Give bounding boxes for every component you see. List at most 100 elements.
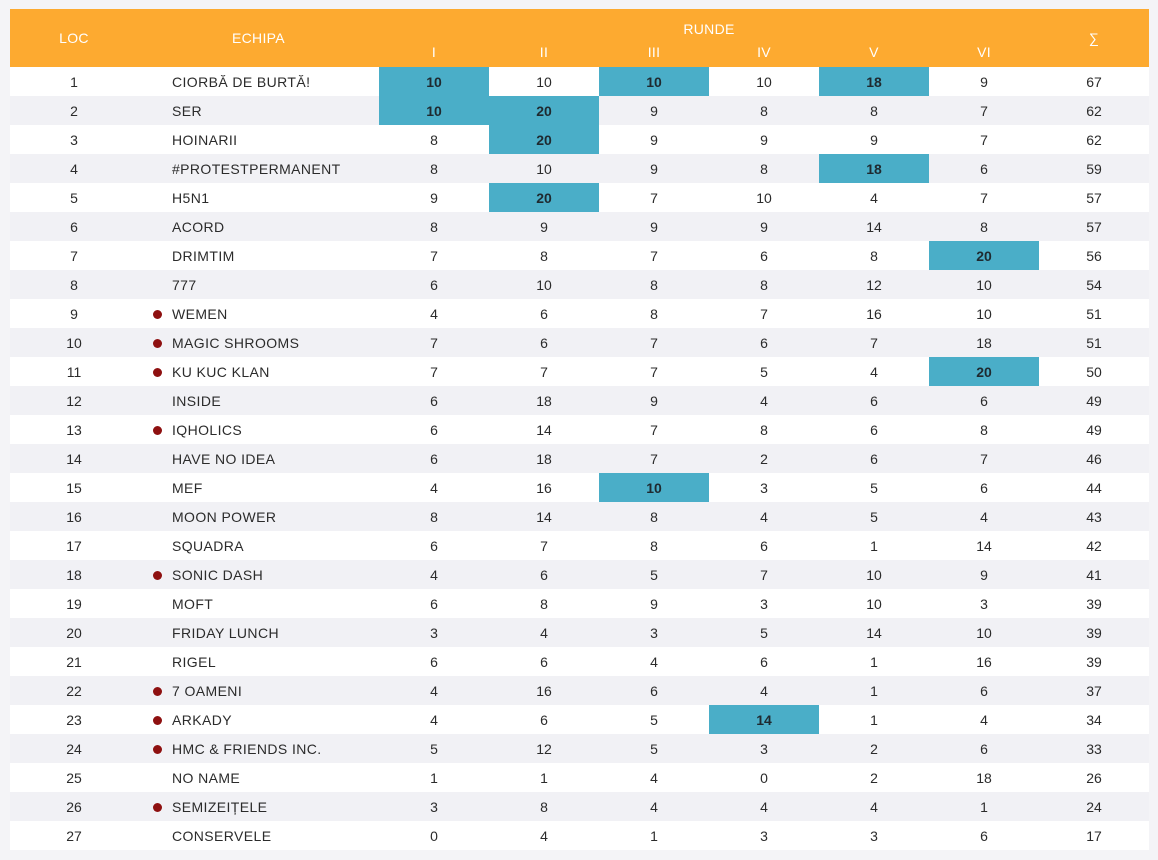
table-row: 1 CIORBĂ DE BURTĂ! 10 10 10 10 18 9 67 — [10, 67, 1149, 96]
round-score-5: 12 — [819, 270, 929, 299]
round-score-4: 8 — [709, 270, 819, 299]
round-score-6: 6 — [929, 386, 1039, 415]
round-score-2: 6 — [489, 560, 599, 589]
marker-cell — [138, 328, 162, 357]
table-row: 20 FRIDAY LUNCH 3 4 3 5 14 10 39 — [10, 618, 1149, 647]
round-score-4: 0 — [709, 763, 819, 792]
marker-cell — [138, 154, 162, 183]
place-cell: 4 — [10, 154, 138, 183]
total-score: 37 — [1039, 676, 1149, 705]
round-score-4: 7 — [709, 560, 819, 589]
marker-dot-icon — [153, 745, 162, 755]
team-name: 777 — [162, 270, 379, 299]
round-score-5: 4 — [819, 792, 929, 821]
team-name: FRIDAY LUNCH — [162, 618, 379, 647]
round-score-1: 3 — [379, 792, 489, 821]
round-score-1: 4 — [379, 473, 489, 502]
team-name: ARKADY — [162, 705, 379, 734]
table-row: 19 MOFT 6 8 9 3 10 3 39 — [10, 589, 1149, 618]
round-score-1: 6 — [379, 647, 489, 676]
round-score-3: 1 — [599, 821, 709, 850]
round-score-2: 18 — [489, 444, 599, 473]
marker-cell — [138, 473, 162, 502]
round-score-5: 9 — [819, 125, 929, 154]
team-name: KU KUC KLAN — [162, 357, 379, 386]
place-cell: 2 — [10, 96, 138, 125]
marker-cell — [138, 183, 162, 212]
table-row: 16 MOON POWER 8 14 8 4 5 4 43 — [10, 502, 1149, 531]
round-score-5: 8 — [819, 96, 929, 125]
place-cell: 7 — [10, 241, 138, 270]
place-cell: 20 — [10, 618, 138, 647]
header-round-4[interactable]: IV — [709, 37, 819, 67]
marker-cell — [138, 560, 162, 589]
marker-dot-icon — [153, 339, 162, 349]
round-score-5: 3 — [819, 821, 929, 850]
round-score-6: 4 — [929, 705, 1039, 734]
round-score-3: 4 — [599, 647, 709, 676]
team-name: SEMIZEIȚELE — [162, 792, 379, 821]
header-total[interactable]: ∑ — [1039, 9, 1149, 67]
round-score-1: 5 — [379, 734, 489, 763]
header-team[interactable]: ECHIPA — [162, 9, 379, 67]
table-row: 22 7 OAMENI 4 16 6 4 1 6 37 — [10, 676, 1149, 705]
marker-cell — [138, 647, 162, 676]
team-name: SONIC DASH — [162, 560, 379, 589]
place-cell: 6 — [10, 212, 138, 241]
round-score-2: 8 — [489, 792, 599, 821]
table-row: 21 RIGEL 6 6 4 6 1 16 39 — [10, 647, 1149, 676]
round-score-2: 8 — [489, 241, 599, 270]
marker-cell — [138, 792, 162, 821]
round-score-1: 10 — [379, 67, 489, 96]
place-cell: 18 — [10, 560, 138, 589]
round-score-3: 5 — [599, 705, 709, 734]
round-score-5: 4 — [819, 183, 929, 212]
round-score-3: 5 — [599, 560, 709, 589]
round-score-2: 9 — [489, 212, 599, 241]
total-score: 50 — [1039, 357, 1149, 386]
table-row: 7 DRIMTIM 7 8 7 6 8 20 56 — [10, 241, 1149, 270]
round-score-5: 16 — [819, 299, 929, 328]
round-score-2: 6 — [489, 647, 599, 676]
round-score-2: 18 — [489, 386, 599, 415]
team-name: DRIMTIM — [162, 241, 379, 270]
header-round-2[interactable]: II — [489, 37, 599, 67]
round-score-3: 8 — [599, 531, 709, 560]
round-score-1: 6 — [379, 386, 489, 415]
round-score-6: 7 — [929, 183, 1039, 212]
place-cell: 3 — [10, 125, 138, 154]
round-score-2: 16 — [489, 676, 599, 705]
total-score: 34 — [1039, 705, 1149, 734]
round-score-6: 6 — [929, 154, 1039, 183]
round-score-3: 8 — [599, 502, 709, 531]
round-score-2: 10 — [489, 270, 599, 299]
team-name: HMC & FRIENDS INC. — [162, 734, 379, 763]
round-score-1: 8 — [379, 212, 489, 241]
place-cell: 10 — [10, 328, 138, 357]
marker-cell — [138, 241, 162, 270]
round-score-1: 7 — [379, 241, 489, 270]
round-score-6: 9 — [929, 560, 1039, 589]
place-cell: 11 — [10, 357, 138, 386]
header-round-6[interactable]: VI — [929, 37, 1039, 67]
team-name: MOON POWER — [162, 502, 379, 531]
round-score-5: 6 — [819, 386, 929, 415]
header-round-5[interactable]: V — [819, 37, 929, 67]
round-score-5: 8 — [819, 241, 929, 270]
round-score-4: 8 — [709, 415, 819, 444]
round-score-5: 5 — [819, 502, 929, 531]
total-score: 39 — [1039, 618, 1149, 647]
total-score: 51 — [1039, 328, 1149, 357]
place-cell: 21 — [10, 647, 138, 676]
total-score: 57 — [1039, 183, 1149, 212]
total-score: 57 — [1039, 212, 1149, 241]
round-score-2: 16 — [489, 473, 599, 502]
header-round-3[interactable]: III — [599, 37, 709, 67]
table-row: 6 ACORD 8 9 9 9 14 8 57 — [10, 212, 1149, 241]
round-score-3: 9 — [599, 212, 709, 241]
round-score-5: 7 — [819, 328, 929, 357]
header-loc[interactable]: LOC — [10, 9, 138, 67]
header-round-1[interactable]: I — [379, 37, 489, 67]
marker-dot-icon — [153, 426, 162, 436]
place-cell: 14 — [10, 444, 138, 473]
